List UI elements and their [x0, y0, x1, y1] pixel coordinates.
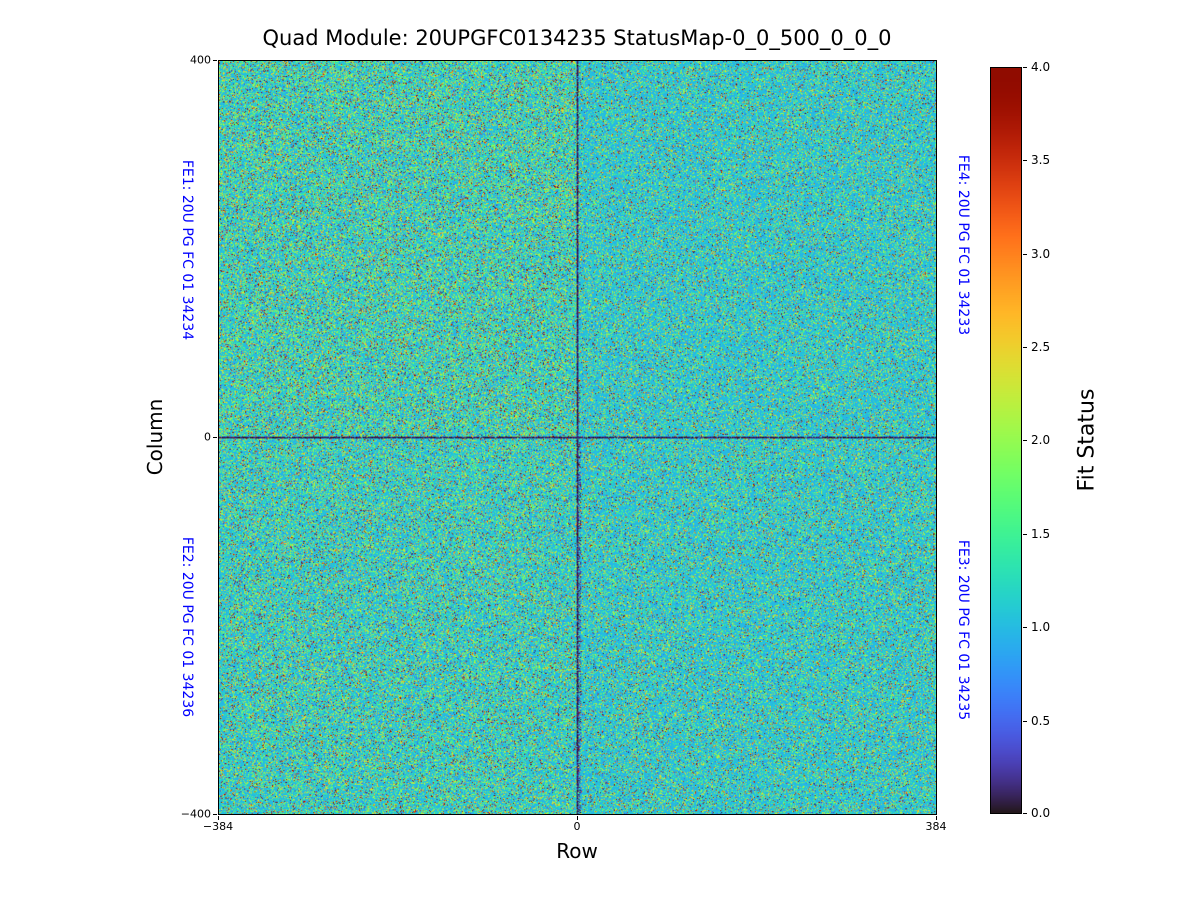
fe1-label: FE1: 20U PG FC 01 34234: [179, 159, 195, 341]
x-tick-mark: [577, 816, 578, 820]
colorbar-tick-mark: [1023, 160, 1027, 161]
y-tick-label-400: 400: [190, 53, 211, 67]
colorbar-tick-mark: [1023, 534, 1027, 535]
y-tick-label-0: 0: [204, 430, 211, 444]
colorbar-tick-label: 4.0: [1031, 60, 1051, 74]
y-axis-label: Column: [143, 398, 167, 476]
colorbar-gradient: [991, 68, 1021, 813]
x-tick-mark: [936, 816, 937, 820]
colorbar-tick-label: 0.5: [1031, 714, 1051, 728]
colorbar-tick-label: 1.5: [1031, 527, 1051, 541]
colorbar-tick-label: 2.5: [1031, 340, 1051, 354]
x-tick-label-384: 384: [925, 820, 947, 833]
y-tick-mark: [213, 60, 217, 61]
colorbar-tick-mark: [1023, 67, 1027, 68]
y-tick-mark: [213, 437, 217, 438]
heatmap-plot-area: [218, 60, 937, 815]
colorbar-tick-mark: [1023, 813, 1027, 814]
colorbar-tick-mark: [1023, 721, 1027, 722]
x-axis-label: Row: [556, 839, 598, 863]
colorbar-tick-label: 1.0: [1031, 620, 1051, 634]
colorbar-tick-label: 0.0: [1031, 806, 1051, 820]
heatmap-canvas: [219, 61, 936, 814]
fe2-label: FE2: 20U PG FC 01 34236: [179, 536, 195, 718]
colorbar-tick-mark: [1023, 440, 1027, 441]
fe4-label: FE4: 20U PG FC 01 34233: [955, 154, 971, 336]
colorbar-tick-label: 3.0: [1031, 247, 1051, 261]
colorbar-tick-mark: [1023, 627, 1027, 628]
colorbar-tick-mark: [1023, 254, 1027, 255]
colorbar: [990, 67, 1022, 814]
x-tick-mark: [218, 816, 219, 820]
y-tick-label-neg400: −400: [180, 807, 211, 821]
colorbar-title: Fit Status: [1074, 388, 1100, 492]
y-tick-mark: [213, 814, 217, 815]
colorbar-tick-mark: [1023, 347, 1027, 348]
colorbar-tick-label: 3.5: [1031, 153, 1051, 167]
x-tick-label-0: 0: [573, 820, 581, 833]
chart-title: Quad Module: 20UPGFC0134235 StatusMap-0_…: [262, 26, 892, 50]
colorbar-tick-label: 2.0: [1031, 433, 1051, 447]
fe3-label: FE3: 20U PG FC 01 34235: [955, 539, 971, 721]
x-tick-label-neg384: −384: [202, 820, 234, 833]
